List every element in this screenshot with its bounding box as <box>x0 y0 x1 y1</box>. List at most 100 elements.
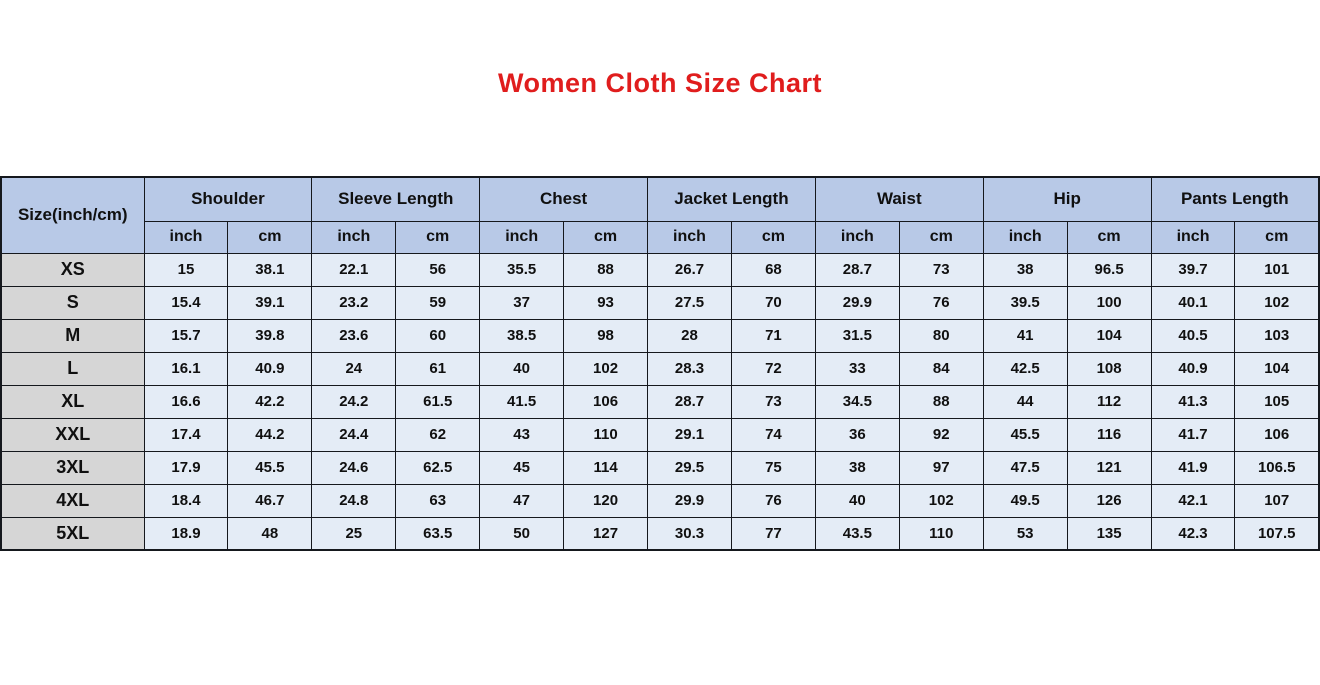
measurement-value: 37 <box>479 285 565 320</box>
measurement-value: 42.1 <box>1150 483 1236 518</box>
measurement-value: 45 <box>479 450 565 485</box>
measurement-value: 40.9 <box>227 351 313 386</box>
column-header-waist: Waist <box>814 176 984 222</box>
table-row: L 16.1 40.9 24 61 40 102 28.3 72 33 84 42.5 108 40.9 1… <box>0 351 1320 386</box>
measurement-value: 15.4 <box>143 285 229 320</box>
unit-header-cm: cm <box>1234 220 1320 254</box>
measurement-value: 126 <box>1066 483 1152 518</box>
measurement-value: 39.5 <box>982 285 1068 320</box>
size-label: 4XL <box>0 483 145 518</box>
measurement-value: 97 <box>898 450 984 485</box>
table-body: XS 15 38.1 22.1 56 35.5 88 26.7 68 28.7 73 38 96.5 39… <box>0 252 1320 551</box>
size-chart-page: Women Cloth Size Chart Size(inch/cm) Sho… <box>0 68 1320 551</box>
measurement-value: 47.5 <box>982 450 1068 485</box>
column-header-jacket-length: Jacket Length <box>647 176 816 222</box>
measurement-value: 23.2 <box>311 285 397 320</box>
measurement-value: 41.7 <box>1150 417 1236 452</box>
measurement-value: 127 <box>563 516 649 551</box>
measurement-value: 24.4 <box>311 417 397 452</box>
measurement-value: 107.5 <box>1234 516 1320 551</box>
measurement-value: 108 <box>1066 351 1152 386</box>
unit-header-cm: cm <box>898 220 984 254</box>
measurement-value: 92 <box>898 417 984 452</box>
measurement-value: 40 <box>814 483 900 518</box>
measurement-value: 24.6 <box>311 450 397 485</box>
measurement-value: 84 <box>898 351 984 386</box>
unit-header-inch: inch <box>982 220 1068 254</box>
measurement-value: 73 <box>898 252 984 287</box>
measurement-value: 29.9 <box>647 483 732 518</box>
measurement-value: 72 <box>730 351 816 386</box>
unit-header-cm: cm <box>1066 220 1152 254</box>
column-header-size: Size(inch/cm) <box>0 176 145 254</box>
measurement-value: 39.1 <box>227 285 313 320</box>
measurement-value: 40 <box>479 351 565 386</box>
measurement-value: 18.9 <box>143 516 229 551</box>
measurement-value: 38.1 <box>227 252 313 287</box>
measurement-value: 17.4 <box>143 417 229 452</box>
measurement-value: 74 <box>730 417 816 452</box>
measurement-value: 39.7 <box>1150 252 1236 287</box>
measurement-value: 24.8 <box>311 483 397 518</box>
size-chart-table: Size(inch/cm) Shoulder Sleeve Length Chest… <box>0 176 1320 551</box>
measurement-value: 75 <box>730 450 816 485</box>
unit-header-cm: cm <box>730 220 816 254</box>
measurement-value: 120 <box>563 483 649 518</box>
measurement-value: 27.5 <box>647 285 732 320</box>
unit-header-inch: inch <box>1150 220 1236 254</box>
measurement-value: 41.5 <box>479 384 565 419</box>
measurement-value: 53 <box>982 516 1068 551</box>
column-header-shoulder: Shoulder <box>143 176 313 222</box>
size-label: 3XL <box>0 450 145 485</box>
measurement-value: 24 <box>311 351 397 386</box>
measurement-value: 36 <box>814 417 900 452</box>
unit-header-cm: cm <box>395 220 481 254</box>
measurement-value: 121 <box>1066 450 1152 485</box>
size-label: XL <box>0 384 145 419</box>
page-title: Women Cloth Size Chart <box>497 68 823 98</box>
measurement-value: 40.9 <box>1150 351 1236 386</box>
measurement-value: 30.3 <box>647 516 732 551</box>
measurement-value: 116 <box>1066 417 1152 452</box>
measurement-value: 98 <box>563 318 649 353</box>
unit-header-inch: inch <box>479 220 565 254</box>
measurement-header-row: Size(inch/cm) Shoulder Sleeve Length Chest… <box>0 176 1320 254</box>
measurement-value: 22.1 <box>311 252 397 287</box>
unit-header-cm: cm <box>563 220 649 254</box>
measurement-value: 80 <box>898 318 984 353</box>
size-label: XXL <box>0 417 145 452</box>
measurement-value: 102 <box>898 483 984 518</box>
measurement-value: 63 <box>395 483 481 518</box>
measurement-value: 31.5 <box>814 318 900 353</box>
measurement-value: 44 <box>982 384 1068 419</box>
size-label: L <box>0 351 145 386</box>
measurement-value: 88 <box>898 384 984 419</box>
measurement-value: 56 <box>395 252 481 287</box>
unit-header-inch: inch <box>143 220 229 254</box>
measurement-value: 112 <box>1066 384 1152 419</box>
measurement-value: 88 <box>563 252 649 287</box>
measurement-value: 50 <box>479 516 565 551</box>
measurement-value: 61 <box>395 351 481 386</box>
measurement-value: 41.9 <box>1150 450 1236 485</box>
measurement-value: 71 <box>730 318 816 353</box>
measurement-value: 46.7 <box>227 483 313 518</box>
measurement-value: 38.5 <box>479 318 565 353</box>
measurement-value: 102 <box>1234 285 1320 320</box>
unit-header-inch: inch <box>311 220 397 254</box>
measurement-value: 43 <box>479 417 565 452</box>
measurement-value: 114 <box>563 450 649 485</box>
column-header-hip: Hip <box>982 176 1152 222</box>
column-header-pants-length: Pants Length <box>1150 176 1320 222</box>
measurement-value: 45.5 <box>227 450 313 485</box>
measurement-value: 34.5 <box>814 384 900 419</box>
measurement-value: 47 <box>479 483 565 518</box>
measurement-value: 15.7 <box>143 318 229 353</box>
measurement-value: 29.1 <box>647 417 732 452</box>
measurement-value: 42.5 <box>982 351 1068 386</box>
measurement-value: 29.5 <box>647 450 732 485</box>
measurement-value: 45.5 <box>982 417 1068 452</box>
measurement-value: 41 <box>982 318 1068 353</box>
unit-header-cm: cm <box>227 220 313 254</box>
measurement-value: 104 <box>1066 318 1152 353</box>
